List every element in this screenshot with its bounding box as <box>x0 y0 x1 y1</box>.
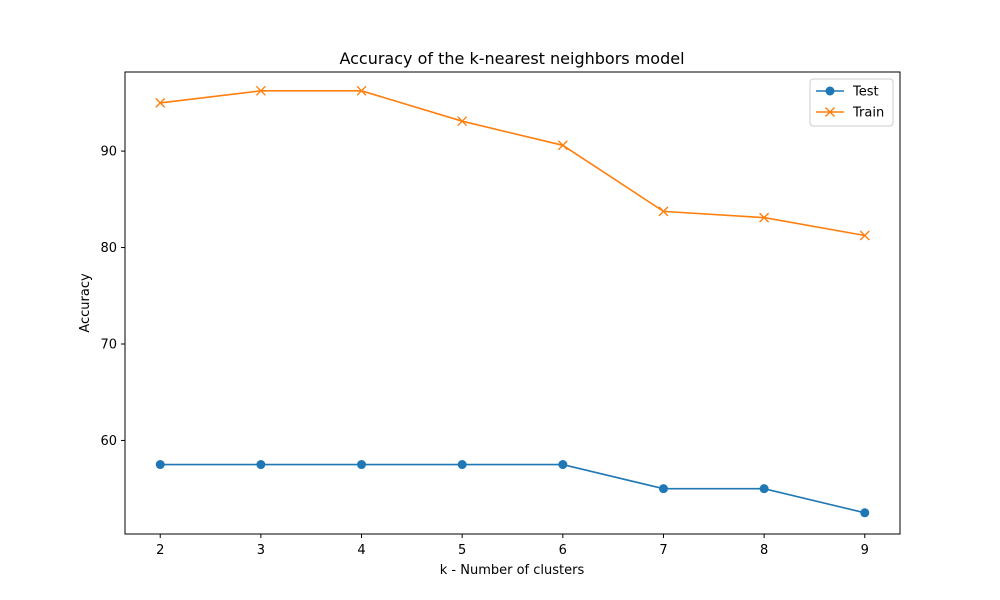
train-data-point <box>557 140 568 151</box>
x-tick-label: 9 <box>861 543 869 558</box>
test-data-point <box>558 460 568 470</box>
train-data-point <box>255 85 266 96</box>
train-data-point <box>658 206 669 217</box>
series-layer <box>155 85 870 518</box>
train-series-line <box>160 90 865 237</box>
x-tick-label: 3 <box>257 543 265 558</box>
legend-train-marker <box>825 107 835 117</box>
x-axis-label: k - Number of clusters <box>440 563 585 578</box>
test-data-point <box>155 460 165 470</box>
x-tick-label: 5 <box>458 543 466 558</box>
legend: Test Train <box>809 78 894 127</box>
y-axis-label: Accuracy <box>78 273 93 333</box>
x-axis: 2 3 4 5 6 7 8 9 <box>156 534 869 558</box>
legend-test-label: Test <box>852 85 879 100</box>
chart-title: Accuracy of the k-nearest neighbors mode… <box>339 49 684 68</box>
train-data-point <box>859 230 870 241</box>
y-tick-label: 80 <box>100 241 117 256</box>
train-data-point <box>457 116 468 127</box>
y-tick-label: 60 <box>100 434 117 449</box>
train-data-point <box>356 85 367 96</box>
train-data-point <box>759 212 770 223</box>
y-tick-label: 90 <box>100 145 117 160</box>
x-tick-label: 8 <box>760 543 768 558</box>
train-data-point <box>155 97 166 108</box>
legend-test-marker <box>825 86 835 96</box>
legend-train-label: Train <box>852 106 884 121</box>
y-axis: 60 70 80 90 <box>100 145 125 449</box>
x-tick-label: 7 <box>659 543 667 558</box>
plot-area <box>124 71 901 535</box>
y-tick-label: 70 <box>100 337 117 352</box>
x-tick-label: 2 <box>156 543 164 558</box>
test-data-point <box>759 484 769 494</box>
test-series-line <box>160 463 865 514</box>
x-tick-label: 6 <box>559 543 567 558</box>
test-data-point <box>357 460 367 470</box>
test-data-point <box>860 508 870 518</box>
x-tick-label: 4 <box>357 543 365 558</box>
test-data-point <box>256 460 266 470</box>
test-data-point <box>457 460 467 470</box>
test-data-point <box>658 484 668 494</box>
